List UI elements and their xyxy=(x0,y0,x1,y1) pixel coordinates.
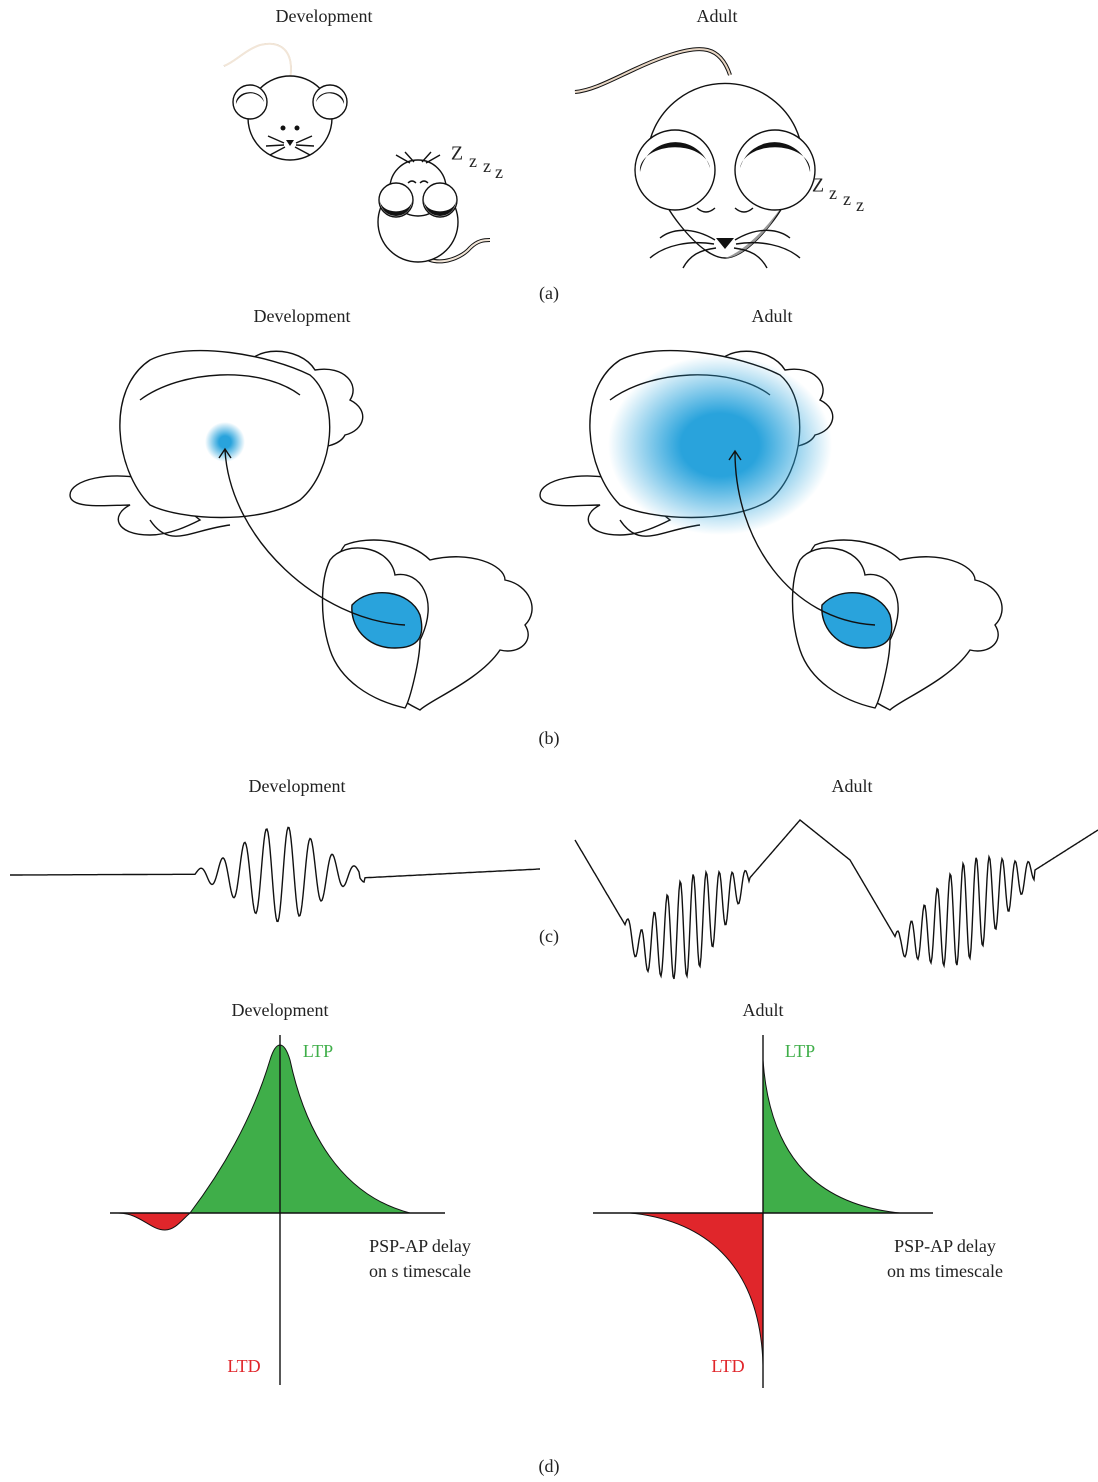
adult-mouse xyxy=(575,49,815,268)
ltp-label: LTP xyxy=(303,1041,333,1061)
active-region xyxy=(608,355,832,535)
title: Development xyxy=(254,306,351,326)
title: Development xyxy=(276,6,373,26)
ltd-label: LTD xyxy=(227,1356,260,1376)
title: Development xyxy=(249,776,346,796)
ltp-area xyxy=(190,1045,410,1213)
axis-label: on ms timescale xyxy=(887,1261,1003,1281)
z: Z xyxy=(451,143,463,165)
title: Development xyxy=(232,1000,329,1020)
eeg-trace xyxy=(575,820,1098,979)
ltp-label: LTP xyxy=(785,1041,815,1061)
eeg-trace xyxy=(10,827,540,921)
axis-label: PSP-AP delay xyxy=(369,1236,471,1256)
panel-label: (d) xyxy=(539,1456,560,1477)
ltd-area xyxy=(118,1213,190,1230)
z: z xyxy=(469,151,477,171)
panel-label: (a) xyxy=(539,283,559,304)
ltd-label: LTD xyxy=(711,1356,744,1376)
title: Adult xyxy=(831,776,872,796)
z: z xyxy=(483,156,491,176)
ltd-area xyxy=(630,1213,763,1365)
panel-label: (b) xyxy=(539,728,560,749)
brain xyxy=(70,351,532,710)
title: Adult xyxy=(742,1000,783,1020)
z: z xyxy=(856,195,864,215)
z: z xyxy=(829,183,837,203)
axis-label: PSP-AP delay xyxy=(894,1236,996,1256)
z: z xyxy=(495,162,503,182)
z: z xyxy=(843,189,851,209)
z: Z xyxy=(812,175,824,197)
panel-label: (c) xyxy=(539,926,559,947)
title: Adult xyxy=(696,6,737,26)
young-mouse xyxy=(224,44,347,160)
figure: Development Adult Z z z z Z z z z (a) De… xyxy=(0,0,1098,1482)
title: Adult xyxy=(751,306,792,326)
ltp-area xyxy=(763,1060,900,1213)
axis-label: on s timescale xyxy=(369,1261,471,1281)
